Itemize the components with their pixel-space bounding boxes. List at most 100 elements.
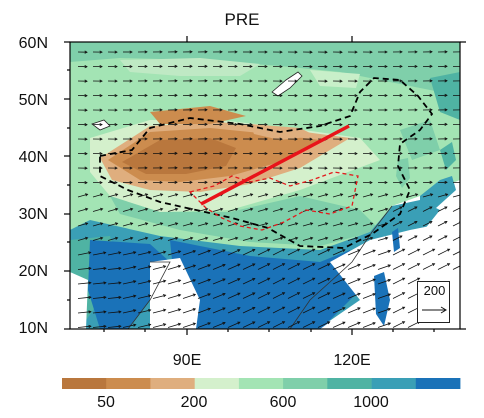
wind-vector — [422, 221, 433, 227]
wind-vector-head — [219, 93, 223, 97]
wind-vector — [122, 193, 133, 198]
wind-vector-head — [177, 279, 182, 283]
wind-vector-head — [162, 265, 167, 269]
wind-vector-head — [340, 222, 344, 226]
wind-vector-head — [312, 321, 316, 325]
wind-vector-head — [429, 151, 433, 155]
wind-vector-head — [84, 50, 88, 54]
wind-vector-head — [354, 64, 358, 69]
wind-vector-head — [234, 50, 238, 54]
wind-vector-head — [162, 250, 167, 254]
wind-vector-head — [279, 93, 283, 98]
wind-vector — [242, 222, 253, 227]
wind-vector-head — [324, 65, 328, 69]
wind-vector-head — [129, 50, 133, 54]
wind-vector-head — [103, 295, 107, 300]
wind-vector — [377, 237, 388, 241]
wind-vector-head — [222, 249, 226, 253]
colorbar-segment — [194, 378, 240, 389]
wind-vector-head — [387, 278, 392, 282]
wind-vector-head — [114, 93, 118, 98]
wind-vector-head — [267, 321, 271, 325]
wind-vector — [212, 249, 226, 256]
wind-vector-head — [84, 152, 88, 156]
wind-vector-head — [204, 166, 208, 170]
wind-vector-head — [399, 206, 403, 210]
wind-vector-head — [159, 64, 163, 69]
wind-vector-head — [327, 306, 331, 310]
wind-vector-head — [129, 122, 133, 127]
wind-vector — [272, 248, 285, 256]
wind-vector — [437, 206, 448, 212]
wind-vector-head — [130, 222, 134, 226]
wind-vector — [422, 206, 433, 212]
wind-vector-head — [312, 306, 316, 310]
wind-vector — [137, 251, 151, 256]
wind-vector-head — [249, 151, 253, 156]
wind-vector-head — [204, 137, 208, 141]
wind-vector-head — [354, 93, 358, 98]
wind-vector — [272, 237, 283, 241]
wind-vector — [362, 264, 376, 270]
wind-vector-head — [144, 122, 148, 127]
wind-vector-head — [340, 193, 344, 197]
wind-vector-head — [294, 137, 298, 141]
wind-vector — [302, 292, 315, 299]
wind-vector-head — [399, 166, 403, 170]
wind-vector — [422, 248, 435, 256]
wind-vector — [197, 222, 208, 227]
wind-vector — [92, 311, 106, 314]
wind-vector-field — [77, 50, 460, 329]
wind-vector-head — [414, 122, 418, 127]
wind-vector — [242, 193, 253, 198]
wind-vector-head — [159, 137, 163, 141]
wind-vector-head — [99, 65, 103, 69]
lon-label-90e: 90E — [172, 352, 202, 369]
wind-vector-head — [310, 193, 314, 197]
wind-vector-head — [339, 65, 343, 69]
wind-vector-head — [446, 248, 451, 252]
wind-vector — [227, 237, 238, 241]
wind-vector — [257, 193, 268, 198]
wind-vector — [302, 263, 315, 270]
wind-vector-head — [219, 151, 223, 155]
wind-vector-head — [429, 166, 433, 170]
wind-vector-head — [385, 207, 389, 211]
wind-vector — [347, 307, 361, 314]
wind-vector-head — [372, 293, 376, 297]
wind-vector — [212, 264, 226, 270]
wind-vector-head — [267, 292, 271, 296]
wind-vector-head — [189, 64, 193, 68]
wind-vector — [107, 311, 121, 314]
wind-vector — [227, 292, 241, 299]
wind-vector — [347, 264, 361, 270]
wind-vector — [212, 307, 226, 314]
wind-vector — [332, 278, 346, 285]
colorbar — [62, 378, 461, 389]
wind-vector-head — [84, 108, 88, 112]
wind-vector — [257, 277, 270, 285]
wind-vector-head — [145, 193, 149, 197]
wind-vector-head — [222, 278, 226, 282]
wind-vector — [317, 292, 330, 299]
wind-vector — [347, 222, 358, 227]
wind-vector — [152, 208, 163, 212]
wind-vector — [137, 237, 148, 241]
wind-vector-head — [354, 137, 358, 141]
wind-vector-head — [204, 79, 208, 83]
wind-vector — [167, 208, 178, 212]
wind-vector-head — [147, 323, 152, 327]
wind-vector-head — [399, 64, 403, 69]
wind-vector-head — [130, 207, 134, 211]
wind-vector-head — [429, 64, 433, 68]
wind-vector-head — [205, 222, 209, 226]
wind-vector-head — [446, 263, 451, 267]
wind-vector — [122, 237, 133, 241]
wind-vector-head — [235, 236, 239, 240]
wind-vector-head — [133, 265, 137, 269]
wind-vector-head — [220, 222, 224, 226]
wind-vector-head — [174, 180, 178, 184]
wind-vector-head — [400, 193, 404, 197]
wind-vector-head — [372, 322, 376, 326]
wind-vector — [317, 263, 330, 270]
